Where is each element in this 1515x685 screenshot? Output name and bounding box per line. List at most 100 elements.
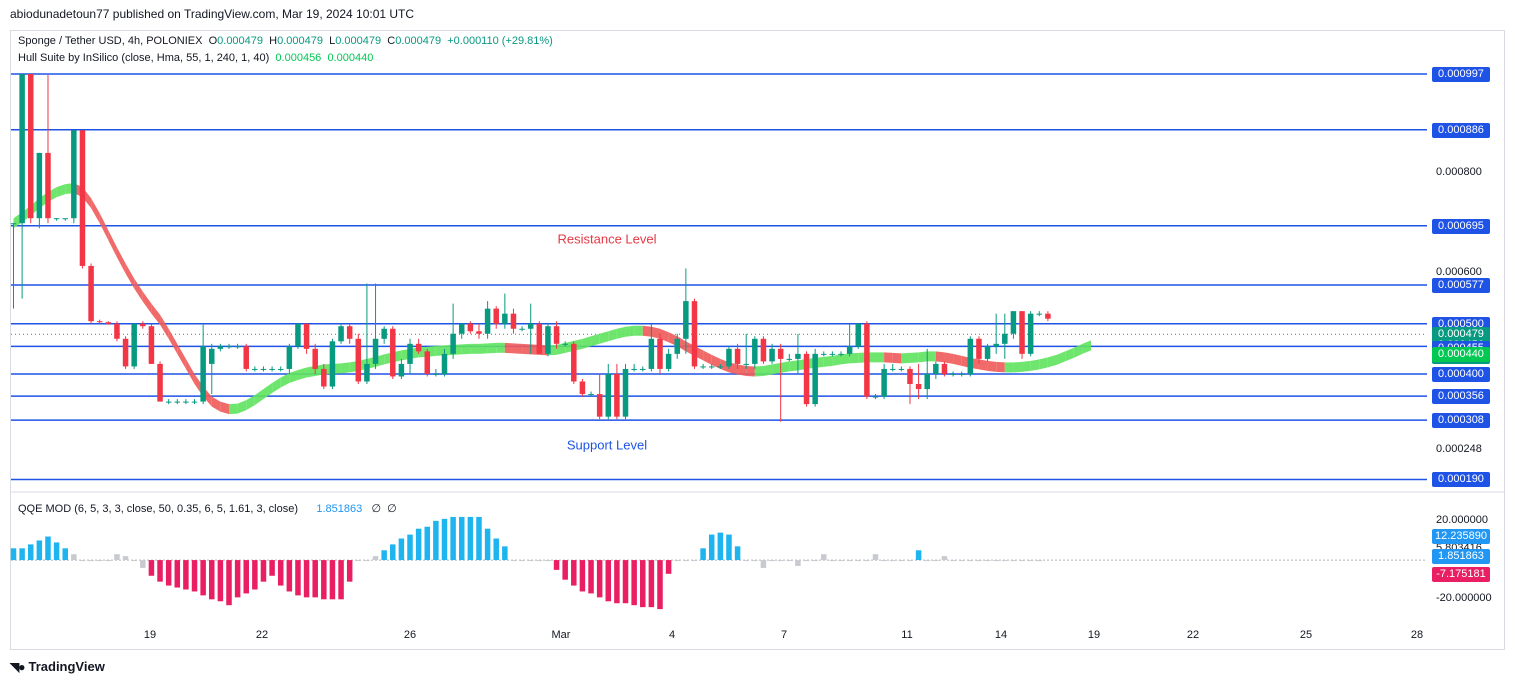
- open-value: 0.000479: [217, 35, 264, 47]
- qqe-bar: [907, 560, 913, 562]
- candle-body: [933, 363, 939, 374]
- qqe-bar: [924, 560, 930, 562]
- hull-band-segment: [461, 343, 471, 355]
- qqe-bar: [148, 560, 155, 576]
- hull-band-segment: [746, 365, 755, 377]
- qqe-bar: [114, 554, 120, 561]
- date-axis-label-10: 25: [1299, 629, 1313, 641]
- candle-body: [648, 338, 655, 369]
- qqe-bar: [157, 560, 163, 582]
- date-axis-label-11: 28: [1410, 629, 1424, 641]
- qqe-bar: [708, 534, 715, 561]
- hull-band-segment: [435, 345, 445, 356]
- candle-body: [881, 368, 887, 397]
- candle-body: [1036, 313, 1043, 315]
- candle-body: [295, 323, 301, 347]
- hull-band-segment: [754, 365, 764, 377]
- qqe-bar: [355, 560, 362, 562]
- candle-body: [545, 326, 551, 354]
- candle-body: [433, 373, 439, 375]
- hull-band-segment: [944, 352, 954, 364]
- hull-band-segment: [289, 369, 298, 383]
- qqe-tag-0: 12.235890: [1432, 529, 1490, 545]
- hull-band-segment: [504, 342, 514, 354]
- price-axis-tick-0: 0.000800: [1436, 165, 1482, 178]
- qqe-bar: [536, 560, 543, 562]
- candle-body: [346, 326, 353, 339]
- hull-band-segment: [1004, 362, 1014, 373]
- qqe-bar: [786, 560, 793, 562]
- qqe-bar: [183, 560, 189, 590]
- date-axis-label-3: Mar: [551, 629, 571, 641]
- candle-body: [476, 331, 482, 334]
- qqe-bar: [36, 540, 43, 561]
- candle-body: [407, 343, 413, 364]
- candle-body: [829, 353, 836, 355]
- candle-body: [726, 348, 732, 367]
- candle-body: [691, 301, 698, 367]
- qqe-bar: [674, 560, 680, 562]
- candle-body: [510, 313, 517, 329]
- hull-band-segment: [892, 352, 902, 364]
- qqe-bar: [476, 516, 482, 561]
- open-label: O: [208, 35, 218, 47]
- qqe-tag-2: -7.175181: [1432, 567, 1490, 583]
- candle-body: [338, 326, 344, 342]
- qqe-bar: [105, 560, 112, 562]
- candle-body: [131, 323, 137, 367]
- candle-body: [657, 338, 663, 369]
- hull-band-segment: [556, 342, 566, 355]
- candle-body: [640, 368, 646, 370]
- qqe-bar: [269, 560, 275, 576]
- qqe-bar: [743, 560, 749, 562]
- hull-band-segment: [142, 291, 152, 314]
- candle-body: [390, 328, 396, 377]
- tradingview-footer[interactable]: ◥● TradingView: [10, 659, 105, 674]
- qqe-bar: [803, 560, 810, 562]
- candle-body: [631, 368, 637, 370]
- qqe-bar: [27, 544, 34, 561]
- qqe-axis-tick-2: -20.000000: [1436, 592, 1492, 605]
- candle-body: [45, 152, 51, 219]
- hull-band-segment: [918, 351, 928, 363]
- hull-band-segment: [108, 230, 117, 258]
- qqe-bar: [217, 560, 224, 602]
- qqe-bar: [277, 560, 284, 586]
- candle-body: [674, 338, 680, 354]
- candle-body: [27, 74, 34, 219]
- qqe-bar: [312, 560, 318, 598]
- hull-band-segment: [470, 343, 479, 354]
- qqe-bar: [648, 560, 655, 608]
- candle-body: [812, 353, 818, 405]
- hull-band-segment: [901, 352, 910, 364]
- low-label: L: [329, 35, 336, 47]
- qqe-bar: [691, 560, 698, 562]
- qqe-bar: [519, 560, 525, 562]
- candle-body: [915, 384, 922, 390]
- qqe-bar: [640, 560, 646, 608]
- price-tag-3: 0.000577: [1432, 278, 1490, 294]
- hull-band-segment: [263, 383, 273, 400]
- qqe-bar: [967, 560, 974, 562]
- candle-body: [174, 401, 181, 403]
- candle-body: [398, 363, 405, 377]
- candle-body: [1019, 311, 1025, 354]
- hull-band-segment: [211, 396, 221, 412]
- candle-body: [760, 338, 767, 362]
- qqe-bar: [795, 560, 801, 566]
- qqe-bar: [364, 560, 370, 562]
- qqe-bar: [200, 560, 206, 596]
- date-axis-label-6: 11: [901, 629, 913, 641]
- qqe-bar: [1027, 560, 1034, 562]
- qqe-bar: [1002, 560, 1008, 562]
- candle-body: [683, 301, 689, 339]
- candle-body: [889, 368, 896, 370]
- candle-body: [605, 373, 612, 417]
- qqe-bar: [191, 560, 198, 592]
- hull-band-segment: [642, 325, 652, 337]
- candle-body: [717, 366, 724, 368]
- candle-body: [665, 353, 672, 369]
- qqe-bar: [545, 560, 551, 562]
- qqe-bar: [226, 560, 232, 606]
